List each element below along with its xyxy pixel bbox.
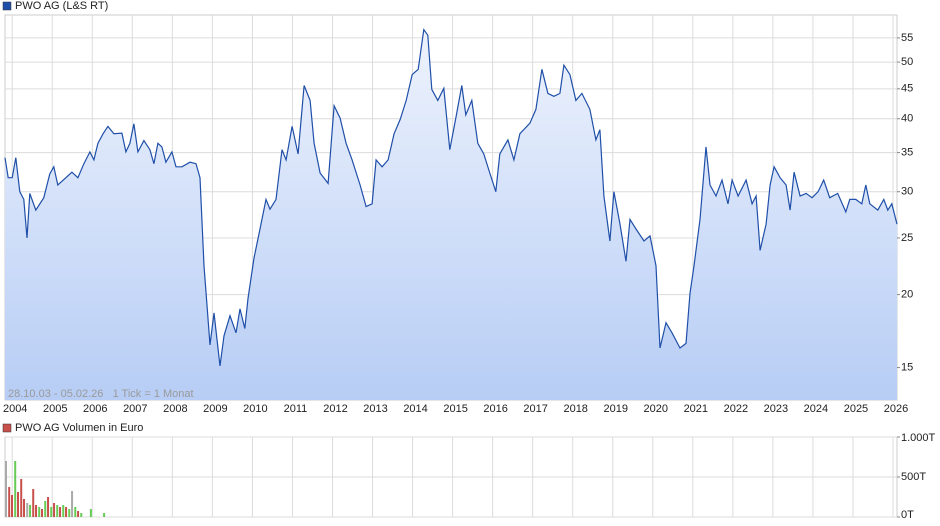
x-tick-label: 2007 [123, 403, 147, 415]
x-tick-label: 2021 [684, 403, 708, 415]
y-tick-label: 500T [901, 471, 926, 483]
y-tick-label: 20 [901, 288, 913, 300]
volume-bar [38, 507, 41, 517]
x-tick-label: 2012 [323, 403, 347, 415]
volume-bar [11, 495, 14, 517]
volume-bar [35, 505, 38, 517]
volume-bar [68, 509, 71, 517]
volume-bar [103, 513, 106, 517]
volume-bar [41, 509, 44, 517]
x-tick-label: 2014 [403, 403, 427, 415]
volume-bar [23, 499, 26, 517]
volume-bar [80, 513, 83, 517]
price-area [5, 29, 897, 400]
volume-bar [47, 497, 50, 517]
y-tick-label: 1.000T [901, 432, 936, 444]
x-tick-label: 2026 [884, 403, 908, 415]
volume-bar [17, 492, 20, 517]
volume-bar [32, 489, 35, 517]
x-tick-label: 2023 [764, 403, 788, 415]
x-tick-label: 2020 [644, 403, 668, 415]
volume-bar [29, 505, 32, 517]
legend-swatch [2, 1, 12, 11]
legend-label: PWO AG (L&S RT) [15, 0, 108, 12]
volume-bar [20, 479, 23, 517]
price-line [4, 28, 898, 366]
annotation: 28.10.03 - 05.02.26 1 Tick = 1 Monat [8, 388, 194, 400]
volume-bar [59, 507, 62, 517]
y-tick-label: 25 [901, 232, 913, 244]
volume-bar [74, 507, 77, 517]
y-tick-label: 35 [901, 147, 913, 159]
volume-bar [77, 511, 80, 517]
volume-bar [26, 503, 29, 517]
x-tick-label: 2004 [3, 403, 27, 415]
x-tick-label: 2017 [523, 403, 547, 415]
volume-bar [8, 487, 11, 517]
y-tick-label: 45 [901, 83, 913, 95]
legend-swatch [2, 423, 12, 433]
volume-bar [89, 509, 92, 517]
y-tick-label: 40 [901, 113, 913, 125]
volume-bar [71, 491, 74, 517]
x-tick-label: 2009 [203, 403, 227, 415]
y-tick-label: 0T [901, 509, 914, 521]
x-tick-label: 2025 [844, 403, 868, 415]
x-tick-label: 2008 [163, 403, 187, 415]
volume-bar [44, 501, 47, 517]
y-tick-label: 15 [901, 361, 913, 373]
x-tick-label: 2006 [83, 403, 107, 415]
x-tick-label: 2018 [563, 403, 587, 415]
volume-bar [50, 507, 53, 517]
x-tick-label: 2016 [483, 403, 507, 415]
y-tick-label: 55 [901, 32, 913, 44]
volume-bar [56, 505, 59, 517]
volume-bar [65, 507, 68, 517]
volume-bar [53, 503, 56, 517]
x-tick-label: 2015 [443, 403, 467, 415]
x-tick-label: 2024 [804, 403, 828, 415]
x-tick-label: 2022 [724, 403, 748, 415]
x-tick-label: 2013 [363, 403, 387, 415]
y-tick-label: 30 [901, 186, 913, 198]
volume-bar [14, 461, 17, 517]
legend-label: PWO AG Volumen in Euro [15, 422, 143, 434]
x-tick-label: 2005 [43, 403, 67, 415]
x-tick-label: 2010 [243, 403, 267, 415]
x-tick-label: 2011 [284, 403, 308, 415]
volume-bar [62, 505, 65, 517]
x-tick-label: 2019 [604, 403, 628, 415]
y-tick-label: 50 [901, 56, 913, 68]
volume-bar [5, 461, 7, 517]
